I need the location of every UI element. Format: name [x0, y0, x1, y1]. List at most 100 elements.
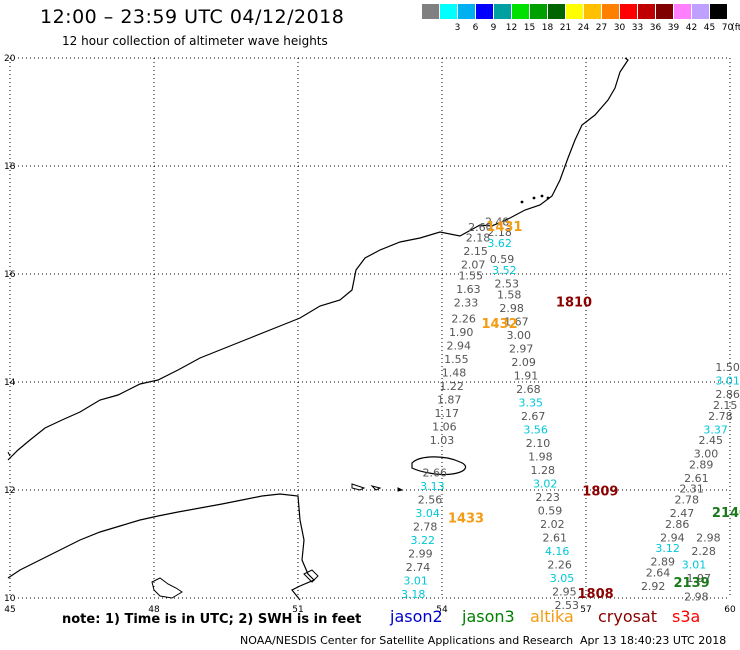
wave-height-reading: 3.05 [550, 572, 575, 585]
wave-height-reading: 3.02 [533, 477, 558, 490]
track-time-label: 2139 [674, 576, 710, 591]
scale-swatch [566, 4, 583, 19]
wave-height-reading: 2.78 [675, 494, 700, 507]
scale-swatch [530, 4, 547, 19]
track-time-label: 2140 [712, 506, 740, 521]
wave-height-reading: 4.16 [545, 545, 570, 558]
kuria-muria-island [540, 194, 544, 198]
african-coast [7, 493, 316, 601]
wave-height-reading: 3.37 [703, 423, 728, 436]
wave-height-reading: 1.22 [439, 380, 464, 393]
wave-height-reading: 2.99 [408, 548, 433, 561]
wave-height-reading: 2.15 [713, 399, 738, 412]
wave-height-reading: 3.01 [682, 558, 707, 571]
scale-unit: (ft) [731, 23, 740, 33]
wave-height-reading: 2.18 [487, 226, 512, 239]
socotra-island [411, 456, 467, 476]
wave-height-reading: 1.55 [459, 269, 484, 282]
kuria-muria-island [546, 196, 550, 200]
track-time-label: 1810 [556, 295, 592, 310]
page-title: 12:00 – 23:59 UTC 04/12/2018 [40, 6, 345, 28]
lat-tick-label: 18 [4, 162, 16, 172]
scale-label: 6 [472, 23, 479, 33]
wave-height-reading: 2.61 [543, 531, 568, 544]
wave-height-reading: 3.04 [415, 507, 440, 520]
legend-jason2: jason2 [390, 607, 443, 626]
kuria-muria-island [520, 200, 524, 204]
wave-height-reading: 1.03 [430, 434, 455, 447]
lat-tick-label: 20 [4, 54, 16, 64]
scale-swatch [476, 4, 493, 19]
track-time-label: 1809 [582, 484, 618, 499]
scale-label: 3 [454, 23, 461, 33]
wave-height-reading: 1.90 [449, 326, 474, 339]
track-time-label: 1432 [482, 317, 518, 332]
wave-height-reading: 2.94 [447, 340, 472, 353]
kuria-muria-island [532, 196, 536, 200]
scale-swatch [692, 4, 709, 19]
wave-height-reading: 1.91 [514, 369, 539, 382]
lat-tick-label: 10 [4, 594, 16, 604]
wave-height-reading: 3.22 [411, 534, 436, 547]
scale-label: 30 [613, 23, 626, 33]
wave-height-reading: 2.61 [684, 472, 709, 485]
scale-label: 36 [649, 23, 662, 33]
wave-height-reading: 3.13 [420, 480, 445, 493]
wave-height-reading: 2.64 [646, 566, 671, 579]
wave-height-reading: 0.59 [538, 504, 563, 517]
wave-height-reading: 2.66 [423, 467, 448, 480]
wave-height-reading: 1.17 [435, 407, 460, 420]
coastline [7, 57, 629, 461]
wave-height-reading: 2.26 [451, 313, 476, 326]
wave-height-reading: 2.74 [406, 561, 431, 574]
scale-label: 12 [505, 23, 518, 33]
scale-swatch [422, 4, 439, 19]
wave-height-reading: 2.53 [495, 278, 520, 291]
wave-height-reading: 2.89 [689, 458, 714, 471]
legend-cryosat: cryosat [598, 607, 658, 626]
wave-height-reading: 2.92 [641, 580, 666, 593]
wave-height-reading: 1.06 [432, 421, 457, 434]
wave-height-reading: 3.01 [403, 575, 428, 588]
track-time-label: 1431 [486, 220, 522, 235]
wave-height-reading: 2.98 [499, 302, 524, 315]
page-subtitle: 12 hour collection of altimeter wave hei… [62, 34, 328, 48]
wave-height-reading: 2.98 [684, 591, 709, 604]
wave-height-reading: 1.28 [531, 464, 556, 477]
wave-height-reading: 1.58 [497, 288, 522, 301]
small-island [351, 483, 366, 491]
scale-swatch [656, 4, 673, 19]
wave-height-reading: 2.60 [468, 221, 493, 234]
wave-height-reading: 2.86 [665, 518, 690, 531]
wave-height-reading: 2.48 [485, 215, 510, 228]
wave-height-reading: 3.35 [519, 396, 544, 409]
wave-height-reading: 3.01 [715, 375, 740, 388]
wave-height-reading: 2.78 [708, 410, 733, 423]
small-island [370, 485, 382, 491]
wave-height-reading: 2.95 [552, 585, 577, 598]
lon-tick-label: 45 [4, 605, 15, 615]
scale-label: 15 [523, 23, 536, 33]
wave-height-reading: 3.00 [694, 448, 719, 461]
wave-height-reading: 2.89 [651, 556, 676, 569]
scale-label: 24 [577, 23, 590, 33]
lon-tick-label: 57 [580, 605, 591, 615]
wave-height-reading: 2.18 [466, 232, 491, 245]
lon-tick-label: 48 [148, 605, 160, 615]
lat-tick-label: 16 [4, 270, 16, 280]
wave-height-reading: 2.10 [526, 437, 551, 450]
lat-tick-label: 14 [4, 378, 16, 388]
footer-credit: NOAA/NESDIS Center for Satellite Applica… [240, 634, 574, 647]
wave-height-reading: 3.52 [492, 264, 517, 277]
wave-height-reading: 3.62 [487, 237, 512, 250]
scale-swatch [458, 4, 475, 19]
scale-swatch [512, 4, 529, 19]
wave-height-reading: 1.87 [437, 394, 462, 407]
scale-swatch [602, 4, 619, 19]
wave-height-reading: 3.56 [523, 423, 548, 436]
scale-swatch [548, 4, 565, 19]
wave-height-reading: 2.78 [413, 521, 438, 534]
wave-height-reading: 2.45 [699, 434, 724, 447]
wave-height-reading: 2.31 [679, 483, 704, 496]
legend-s3a: s3a [672, 607, 701, 626]
